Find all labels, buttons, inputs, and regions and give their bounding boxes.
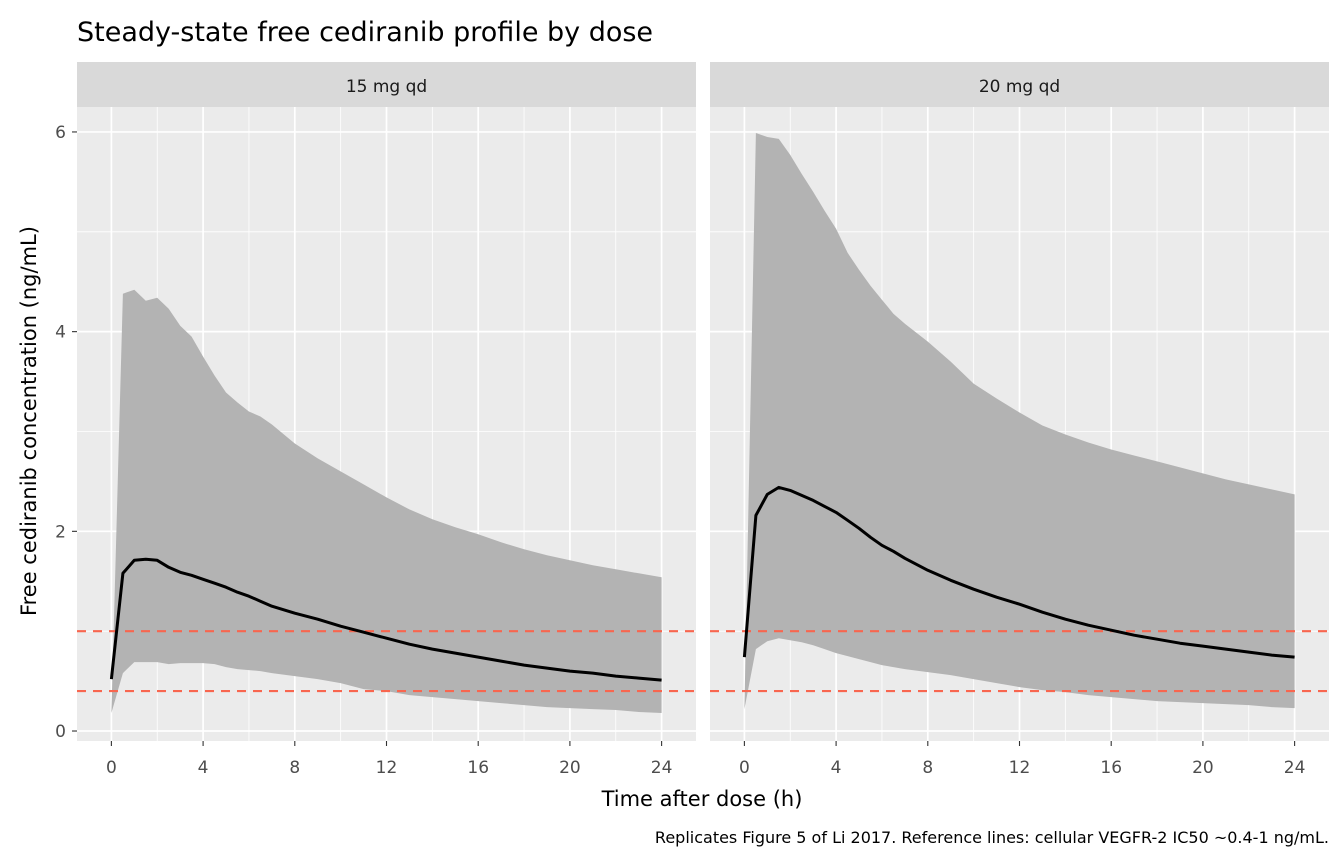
x-axis: 0 4 8 12 16 20 24 xyxy=(739,741,1305,778)
x-tick-label: 24 xyxy=(1284,758,1306,778)
x-tick-label: 20 xyxy=(1192,758,1214,778)
x-tick-label: 16 xyxy=(467,758,489,778)
x-tick-label: 24 xyxy=(651,758,673,778)
chart-title: Steady-state free cediranib profile by d… xyxy=(77,17,653,48)
facet-strip-label: 15 mg qd xyxy=(346,77,427,97)
y-axis: 0 2 4 6 xyxy=(55,123,77,742)
x-tick-label: 16 xyxy=(1100,758,1122,778)
facet-strip xyxy=(77,62,696,107)
facet-strip-label: 20 mg qd xyxy=(979,77,1060,97)
x-tick-label: 4 xyxy=(831,758,842,778)
x-tick-label: 12 xyxy=(1009,758,1031,778)
y-axis-label: Free cediranib concentration (ng/mL) xyxy=(17,226,41,616)
median-line xyxy=(742,485,1295,659)
y-tick-label: 0 xyxy=(55,722,66,742)
x-tick-label: 8 xyxy=(289,758,300,778)
prediction-interval-ribbon xyxy=(744,133,1295,710)
y-tick-label: 6 xyxy=(55,123,66,143)
x-tick-label: 8 xyxy=(922,758,933,778)
facet-panel: 15 mg qd 0 4 8 12 16 20 24 xyxy=(77,62,696,778)
facet-strip xyxy=(710,62,1329,107)
chart-caption: Replicates Figure 5 of Li 2017. Referenc… xyxy=(655,828,1329,847)
prediction-interval-ribbon xyxy=(111,289,662,713)
x-axis-label: Time after dose (h) xyxy=(601,787,803,811)
x-tick-label: 4 xyxy=(198,758,209,778)
x-axis: 0 4 8 12 16 20 24 xyxy=(106,741,672,778)
median-line xyxy=(109,557,662,682)
facet-panel: 20 mg qd 0 4 8 12 16 20 24 xyxy=(710,62,1329,778)
y-tick-label: 4 xyxy=(55,323,66,343)
x-tick-label: 12 xyxy=(376,758,398,778)
x-tick-label: 0 xyxy=(739,758,750,778)
x-tick-label: 0 xyxy=(106,758,117,778)
y-tick-label: 2 xyxy=(55,522,66,542)
x-tick-label: 20 xyxy=(559,758,581,778)
